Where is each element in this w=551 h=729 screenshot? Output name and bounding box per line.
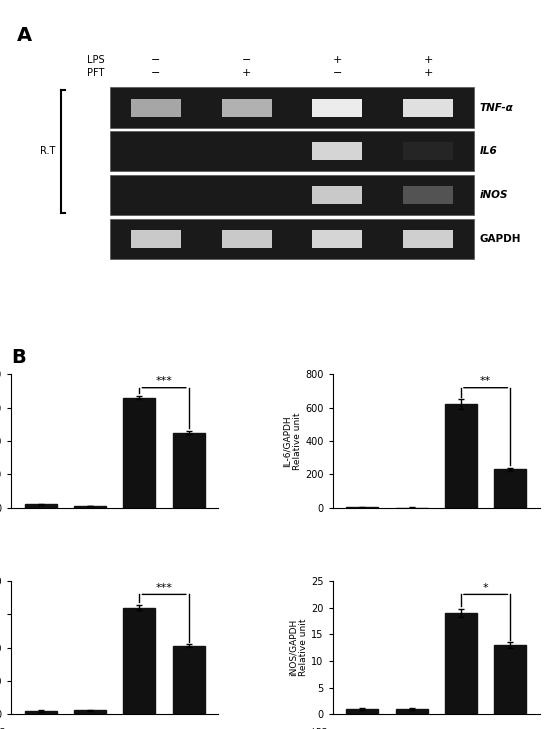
Bar: [25, 711, 57, 714]
Bar: [74, 506, 106, 507]
Text: A: A: [17, 26, 31, 44]
Text: −: −: [85, 728, 93, 729]
Bar: [445, 405, 477, 507]
Text: ***: ***: [156, 376, 172, 386]
Text: LPS: LPS: [311, 728, 327, 729]
Y-axis label: IL-6/GAPDH
Relative unit: IL-6/GAPDH Relative unit: [283, 413, 302, 469]
Bar: [74, 711, 106, 714]
Text: +: +: [137, 728, 145, 729]
Text: *: *: [483, 583, 489, 593]
Text: +: +: [424, 55, 433, 65]
Text: B: B: [11, 348, 26, 367]
Bar: [396, 709, 428, 714]
Text: LPS: LPS: [87, 55, 105, 65]
Text: −: −: [406, 728, 414, 729]
Text: −: −: [151, 55, 160, 65]
Text: −: −: [354, 728, 363, 729]
Bar: [123, 608, 155, 714]
Text: −: −: [333, 68, 342, 78]
Bar: [494, 469, 526, 507]
Text: PFT: PFT: [87, 68, 105, 78]
Text: iNOS: iNOS: [479, 190, 508, 200]
Text: LPS: LPS: [0, 728, 6, 729]
Text: −: −: [33, 728, 41, 729]
Text: R.T: R.T: [40, 147, 55, 156]
Text: −: −: [151, 68, 160, 78]
Text: +: +: [188, 728, 197, 729]
Bar: [123, 398, 155, 507]
Text: +: +: [510, 728, 518, 729]
Text: TNF-α: TNF-α: [479, 103, 513, 112]
Text: +: +: [458, 728, 466, 729]
Text: **: **: [480, 376, 491, 386]
Bar: [173, 646, 205, 714]
Bar: [25, 504, 57, 507]
Y-axis label: iNOS/GAPDH
Relative unit: iNOS/GAPDH Relative unit: [289, 619, 308, 677]
Text: GAPDH: GAPDH: [479, 234, 521, 243]
Text: −: −: [242, 55, 251, 65]
Text: +: +: [242, 68, 251, 78]
Text: IL6: IL6: [479, 147, 497, 156]
Text: +: +: [424, 68, 433, 78]
Text: ***: ***: [156, 583, 172, 593]
Text: +: +: [333, 55, 342, 65]
Bar: [173, 433, 205, 507]
Bar: [346, 709, 378, 714]
Bar: [445, 613, 477, 714]
Bar: [494, 645, 526, 714]
